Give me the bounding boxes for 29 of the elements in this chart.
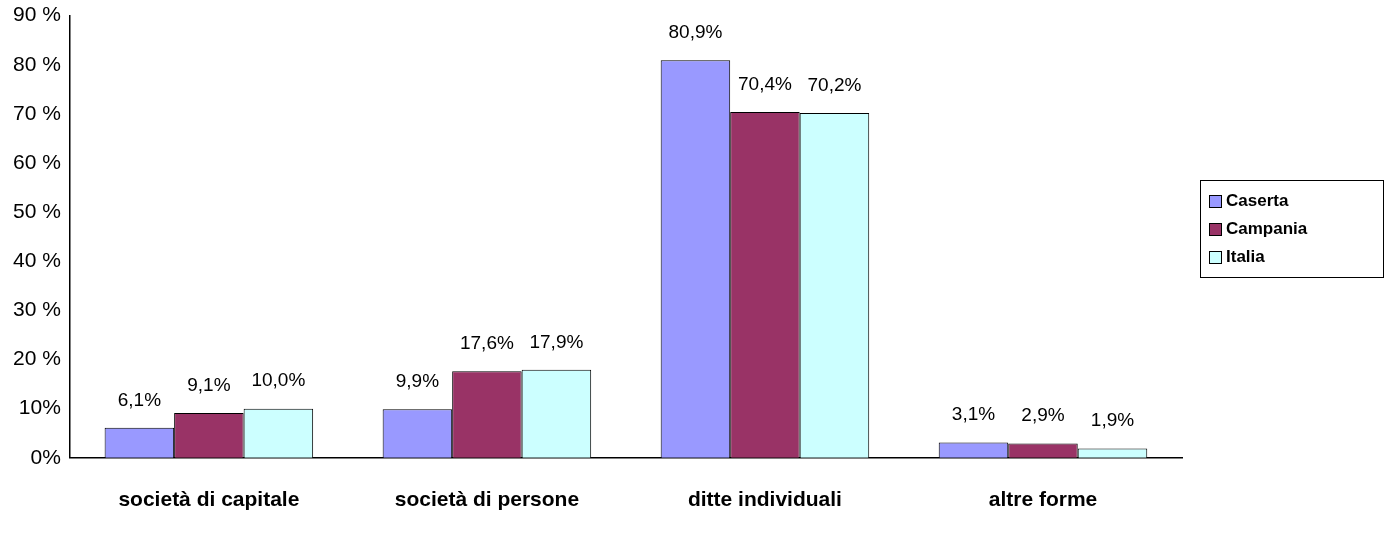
data-label: 70,2% (807, 73, 862, 95)
legend-label: Campania (1226, 219, 1308, 239)
data-label: 70,4% (738, 72, 792, 94)
data-label: 9,1% (187, 373, 231, 395)
x-tick-label: ditte individuali (687, 487, 842, 511)
legend-label: Caserta (1226, 191, 1289, 211)
data-label: 1,9% (1090, 409, 1135, 431)
data-label: 2,9% (1021, 404, 1065, 426)
x-tick-label: società di persone (394, 487, 580, 511)
y-tick-label: 80 % (12, 51, 61, 75)
data-label: 80,9% (668, 21, 723, 43)
y-tick-label: 20 % (12, 346, 61, 370)
y-tick-label: 0% (30, 444, 61, 468)
y-tick-label: 40 % (12, 248, 61, 272)
y-tick-label: 90 % (12, 2, 61, 26)
data-label: 9,9% (395, 369, 440, 391)
data-label: 10,0% (251, 369, 306, 391)
legend-label: Italia (1226, 247, 1265, 267)
x-tick-label: società di capitale (118, 487, 300, 511)
y-tick-label: 60 % (12, 149, 61, 173)
y-tick-label: 30 % (12, 297, 61, 321)
y-tick-label: 10% (18, 395, 61, 419)
y-tick-label: 70 % (12, 100, 61, 124)
x-tick-label: altre forme (988, 487, 1098, 511)
data-label: 17,6% (459, 332, 514, 354)
y-tick-label: 50 % (12, 198, 61, 222)
data-label: 6,1% (117, 388, 162, 410)
data-label: 17,9% (529, 330, 584, 352)
data-label: 3,1% (951, 403, 996, 425)
